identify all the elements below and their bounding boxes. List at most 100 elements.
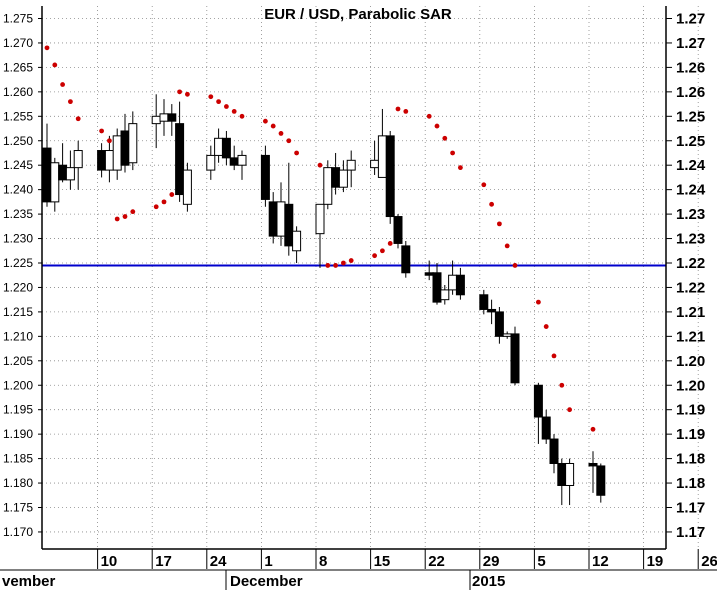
right-tick-label: 1.18 <box>676 451 705 468</box>
candle <box>284 162 294 256</box>
sar-dot <box>114 216 120 222</box>
month-label: December <box>230 573 303 590</box>
left-tick-label: 1.170 <box>3 525 33 539</box>
axis-layer: 1.2751.2701.2651.2601.2551.2501.2451.240… <box>0 6 717 590</box>
x-tick-label: 10 <box>101 553 118 570</box>
sar-dot <box>536 299 541 305</box>
candle <box>73 140 83 190</box>
candle-body-up <box>315 203 325 235</box>
candle-body-down <box>455 274 465 296</box>
candle-body-up <box>159 113 169 122</box>
x-tick-label: 12 <box>592 553 609 570</box>
sar-dot <box>426 113 432 119</box>
sar-dot <box>341 260 346 266</box>
candle-body-down <box>42 147 52 203</box>
candle <box>401 240 411 278</box>
sar-dot <box>450 150 455 156</box>
x-tick-label: 15 <box>374 553 391 570</box>
candle-body-down <box>479 294 489 310</box>
candle <box>541 409 551 444</box>
candle-body-up <box>65 167 75 181</box>
candle-body-up <box>565 462 575 486</box>
right-tick-label: 1.27 <box>676 35 705 52</box>
candle <box>565 458 575 506</box>
sar-dot <box>263 118 268 124</box>
sar-dot <box>177 89 183 95</box>
sar-dot <box>504 243 510 249</box>
right-tick-label: 1.26 <box>676 59 705 76</box>
candle <box>487 299 497 325</box>
candle-body-up <box>502 333 512 337</box>
x-tick-label: 5 <box>537 553 545 570</box>
left-tick-label: 1.275 <box>3 12 33 26</box>
x-tick-label: 29 <box>483 553 500 570</box>
sar-dot <box>208 94 214 100</box>
candle-body-down <box>175 123 185 196</box>
candle-body-down <box>557 462 567 486</box>
candle-body-down <box>432 272 442 303</box>
sar-dot <box>590 426 596 432</box>
candle-body-up <box>182 169 192 205</box>
sar-dot <box>231 109 237 114</box>
sar-dot <box>107 138 112 144</box>
sar-dot <box>348 258 354 263</box>
sar-dot <box>387 241 393 246</box>
candle-body-up <box>104 150 114 171</box>
candle-body-up <box>346 159 356 171</box>
right-tick-label: 1.20 <box>676 377 705 394</box>
candle <box>455 267 465 300</box>
candle <box>260 145 270 207</box>
candle-body-up <box>338 169 348 188</box>
candle <box>393 214 403 249</box>
candle <box>432 263 442 305</box>
right-tick-label: 1.26 <box>676 84 705 101</box>
candle-body-up <box>151 115 161 125</box>
left-tick-label: 1.215 <box>3 305 33 319</box>
left-tick-label: 1.195 <box>3 403 33 417</box>
candle-body-down <box>424 272 434 276</box>
month-label: 2015 <box>472 573 505 590</box>
candle-body-down <box>260 154 270 200</box>
sar-dot <box>130 209 136 215</box>
left-tick-label: 1.185 <box>3 452 33 466</box>
sar-dot <box>60 82 65 87</box>
right-tick-label: 1.25 <box>676 133 705 150</box>
candle-body-down <box>541 416 551 440</box>
sar-dot <box>395 106 401 112</box>
sar-dot <box>68 99 73 105</box>
candle-body-down <box>588 462 598 467</box>
x-tick-label: 22 <box>428 553 445 570</box>
candle-body-down <box>268 201 278 237</box>
sar-dot <box>75 116 81 122</box>
candle-body-down <box>549 438 559 464</box>
candle-body-down <box>97 150 107 171</box>
candle <box>494 307 504 344</box>
sar-dot <box>317 162 323 168</box>
candle-body-down <box>120 130 130 166</box>
candle-body-down <box>533 384 543 418</box>
candle <box>167 104 177 136</box>
candle <box>65 150 75 190</box>
left-tick-label: 1.180 <box>3 476 33 490</box>
candle-body-down <box>229 157 239 166</box>
chart-title: EUR / USD, Parabolic SAR <box>264 6 452 23</box>
sar-dot <box>489 201 494 207</box>
left-tick-label: 1.235 <box>3 207 33 221</box>
candle <box>221 130 231 166</box>
candle-body-down <box>385 135 395 218</box>
sar-dot <box>270 123 276 129</box>
left-tick-label: 1.190 <box>3 427 33 441</box>
candle-layer <box>42 94 606 506</box>
x-tick-label: 17 <box>155 553 172 570</box>
left-tick-label: 1.255 <box>3 109 33 123</box>
sar-dot <box>224 104 229 109</box>
sar-dot <box>567 407 572 413</box>
candle <box>533 382 543 444</box>
candle-body-down <box>401 245 411 274</box>
right-tick-label: 1.25 <box>676 108 705 125</box>
left-tick-label: 1.245 <box>3 158 33 172</box>
right-tick-label: 1.23 <box>676 231 705 248</box>
sar-dot <box>543 324 549 329</box>
